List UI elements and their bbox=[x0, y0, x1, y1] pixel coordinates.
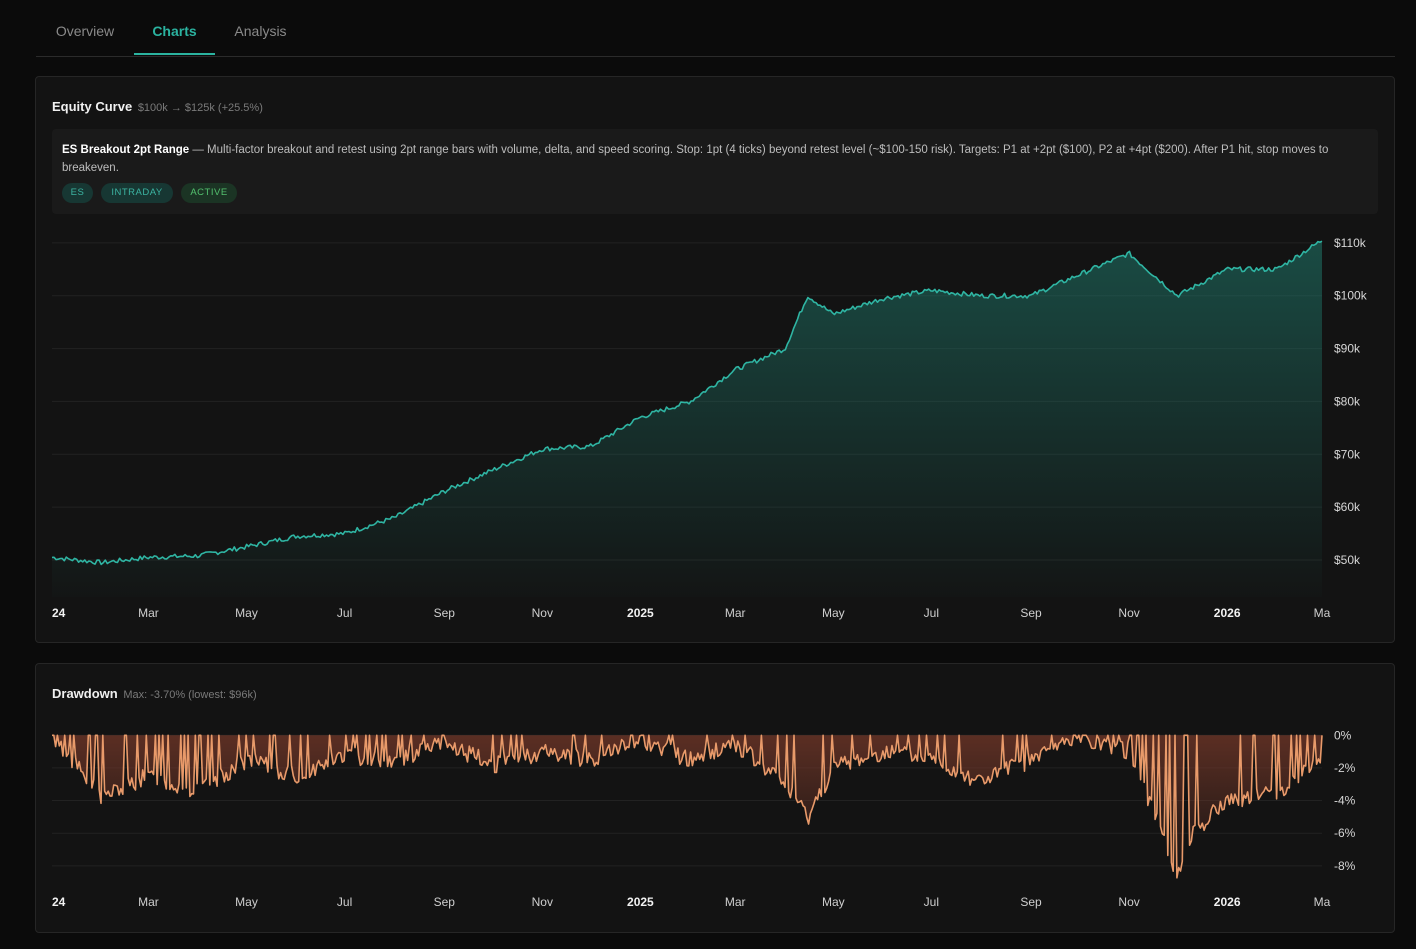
x-tick-label: May bbox=[235, 895, 258, 909]
y-tick-label: $90k bbox=[1334, 342, 1361, 356]
x-tick-label: May bbox=[822, 895, 845, 909]
y-tick-label: -2% bbox=[1334, 761, 1356, 775]
drawdown-chart: 0% -2% -4% -6% -8% 24 Mar May Jul Sep Nov 2025 Mar Ma… bbox=[52, 728, 1356, 909]
y-tick-label: -4% bbox=[1334, 794, 1356, 808]
strategy-name: ES Breakout 2pt Range bbox=[62, 144, 190, 156]
y-tick-label: -8% bbox=[1334, 859, 1356, 873]
x-tick-label: Jul bbox=[924, 895, 939, 909]
x-tick-label: 2026 bbox=[1214, 895, 1241, 909]
tag-active: ACTIVE bbox=[181, 183, 237, 203]
tag-es: ES bbox=[62, 183, 93, 203]
y-tick-label: $50k bbox=[1334, 553, 1361, 567]
x-tick-label: 2025 bbox=[627, 606, 654, 620]
x-tick-label: May bbox=[235, 606, 258, 620]
x-tick-label: Sep bbox=[434, 606, 456, 620]
x-tick-label: Nov bbox=[1118, 606, 1139, 620]
drawdown-card: Drawdown Max: -3.70% (lowest: $96k) 0% -2… bbox=[35, 663, 1395, 933]
equity-card: Equity Curve $100k → $125k (+25.5%) ES B… bbox=[35, 76, 1395, 643]
series-line bbox=[52, 734, 1323, 879]
y-tick-label: $100k bbox=[1334, 289, 1368, 303]
x-tick-label: Sep bbox=[434, 895, 456, 909]
tab-analysis[interactable]: Analysis bbox=[234, 23, 287, 39]
tag-intraday: INTRADAY bbox=[101, 183, 173, 203]
x-tick-label: Nov bbox=[532, 606, 553, 620]
equity-title: Equity Curve $100k → $125k (+25.5%) bbox=[52, 99, 263, 114]
x-tick-label: Ma bbox=[1314, 895, 1331, 909]
drawdown-title: Drawdown Max: -3.70% (lowest: $96k) bbox=[52, 686, 257, 701]
x-tick-label: Mar bbox=[725, 895, 746, 909]
x-tick-label: Nov bbox=[532, 895, 553, 909]
x-tick-label: 2025 bbox=[627, 895, 654, 909]
y-tick-label: -6% bbox=[1334, 826, 1356, 840]
y-tick-label: 0% bbox=[1334, 728, 1352, 742]
y-tick-label: $80k bbox=[1334, 394, 1361, 408]
x-tick-label: 24 bbox=[52, 606, 66, 620]
equity-subtitle: $100k → $125k (+25.5%) bbox=[137, 102, 263, 114]
x-tick-label: Jul bbox=[337, 606, 352, 620]
series-line bbox=[51, 240, 1323, 566]
series-area bbox=[52, 735, 1322, 878]
tab-charts[interactable]: Charts bbox=[134, 0, 215, 55]
tab-bar: Overview Charts Analysis bbox=[36, 0, 1395, 57]
drawdown-title-text: Drawdown bbox=[52, 686, 118, 701]
strategy-description: ES Breakout 2pt Range — Multi-factor bre… bbox=[62, 141, 1368, 177]
y-tick-label: $60k bbox=[1334, 500, 1361, 514]
tab-overview[interactable]: Overview bbox=[55, 23, 115, 39]
y-tick-label: $110k bbox=[1334, 236, 1367, 250]
equity-title-text: Equity Curve bbox=[52, 99, 133, 114]
x-tick-label: Jul bbox=[924, 606, 939, 620]
equity-chart: $110k $100k $90k $80k $70k $60k $50k 24 Mar May Ju… bbox=[51, 236, 1368, 620]
drawdown-subtitle: Max: -3.70% (lowest: $96k) bbox=[123, 689, 257, 701]
strategy-description-text: — Multi-factor breakout and retest using… bbox=[62, 144, 1329, 174]
x-tick-label: 24 bbox=[52, 895, 66, 909]
x-tick-label: Jul bbox=[337, 895, 352, 909]
x-tick-label: Sep bbox=[1020, 606, 1042, 620]
x-tick-label: 2026 bbox=[1214, 606, 1241, 620]
strategy-description-box: ES Breakout 2pt Range — Multi-factor bre… bbox=[52, 129, 1378, 214]
x-tick-label: Ma bbox=[1314, 606, 1331, 620]
y-tick-label: $70k bbox=[1334, 447, 1361, 461]
x-tick-label: Mar bbox=[138, 606, 159, 620]
x-tick-label: Mar bbox=[138, 895, 159, 909]
x-tick-label: Nov bbox=[1118, 895, 1139, 909]
x-tick-label: Mar bbox=[725, 606, 746, 620]
x-tick-label: Sep bbox=[1020, 895, 1042, 909]
x-tick-label: May bbox=[822, 606, 845, 620]
series-area bbox=[52, 241, 1322, 597]
